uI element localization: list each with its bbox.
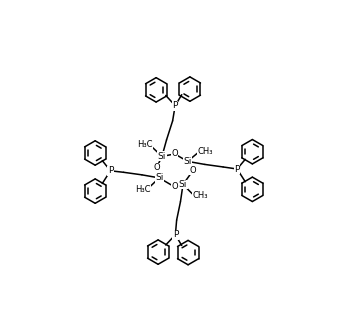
Text: P: P	[173, 101, 178, 110]
Text: H₃C: H₃C	[137, 140, 153, 149]
Text: P: P	[173, 230, 178, 239]
Text: H₃C: H₃C	[135, 185, 150, 194]
Text: P: P	[108, 166, 113, 175]
Text: P: P	[234, 164, 240, 174]
Text: O: O	[190, 166, 196, 175]
Text: Si: Si	[179, 180, 187, 189]
Text: CH₃: CH₃	[192, 191, 208, 200]
Text: Si: Si	[155, 173, 163, 182]
Text: O: O	[172, 182, 178, 191]
Text: CH₃: CH₃	[197, 147, 213, 156]
Text: O: O	[153, 163, 160, 172]
Text: Si: Si	[158, 152, 166, 161]
Text: Si: Si	[183, 157, 192, 166]
Text: O: O	[172, 149, 178, 158]
